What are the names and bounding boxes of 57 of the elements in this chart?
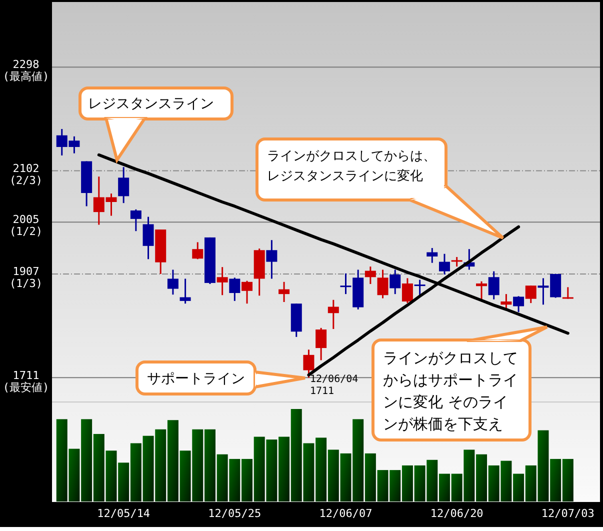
bar (216, 454, 228, 502)
bar (93, 434, 104, 502)
bar (278, 436, 290, 502)
x-tick-label: 12/06/07 (318, 507, 374, 520)
bar (204, 429, 216, 502)
bar (414, 465, 426, 502)
x-tick-label: 12/05/14 (96, 507, 152, 520)
bar (340, 453, 352, 502)
y-tick-label: 2298 (最高値) (2, 58, 50, 84)
y-tick-label: 1907 (1/3) (9, 264, 43, 290)
bar (550, 458, 562, 502)
bar (290, 409, 302, 502)
bar (142, 436, 154, 502)
bar (303, 443, 314, 502)
bar (451, 474, 462, 502)
bar (316, 438, 327, 502)
bar (242, 458, 253, 502)
y-tick-label: 2102 (2/3) (9, 162, 43, 187)
bar (229, 458, 240, 502)
bar (56, 419, 68, 502)
bar (525, 465, 536, 502)
bar (266, 440, 278, 502)
annotation: サポートライン (147, 370, 246, 389)
bar (254, 436, 265, 502)
bar (500, 460, 512, 502)
x-tick-label: 12/05/25 (207, 507, 262, 520)
bar (562, 458, 574, 502)
bar (192, 429, 204, 502)
bar (377, 470, 388, 502)
x-tick-label: 12/06/20 (429, 507, 484, 520)
bar (106, 450, 117, 502)
bar (364, 453, 376, 502)
annotation: ラインがクロスしてからはサポートラインに変化 そのラインが株価を下支え (383, 348, 519, 435)
bar (180, 450, 191, 502)
bar (488, 465, 500, 502)
annotation: レジスタンスライン (88, 95, 215, 114)
y-tick-label: 1711 (最安値) (2, 368, 50, 394)
x-tick-label: 12/07/03 (540, 507, 596, 520)
bar (464, 450, 475, 502)
bar (167, 420, 178, 502)
bar (130, 443, 142, 502)
bar (390, 470, 401, 502)
bar (402, 465, 413, 502)
bar (328, 450, 339, 502)
bar (426, 460, 438, 502)
annotation: 12/06/04 1711 (310, 374, 360, 398)
bar (81, 419, 92, 502)
bar (118, 462, 130, 502)
annotation: ラインがクロスしてからは、レジスタンスラインに変化 (267, 148, 437, 186)
bar (438, 474, 450, 502)
bar (476, 454, 488, 502)
y-tick-label: 2005 (1/2) (9, 213, 43, 238)
bar (68, 448, 80, 502)
bar (352, 419, 364, 502)
bar (513, 474, 524, 502)
bar (538, 430, 549, 502)
bar (155, 429, 166, 502)
